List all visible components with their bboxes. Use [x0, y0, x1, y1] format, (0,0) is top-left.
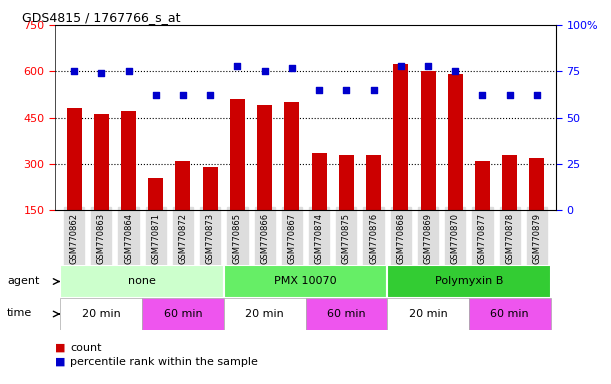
- Point: [178, 92, 188, 98]
- Bar: [67, 108, 81, 256]
- Bar: [224, 265, 387, 298]
- Text: agent: agent: [7, 276, 39, 286]
- Text: ■: ■: [55, 357, 65, 367]
- Bar: [148, 178, 163, 256]
- Bar: [60, 265, 224, 298]
- Text: 60 min: 60 min: [164, 309, 202, 319]
- Bar: [312, 153, 327, 256]
- Text: 20 min: 20 min: [409, 309, 447, 319]
- Point: [97, 70, 106, 76]
- Bar: [366, 154, 381, 256]
- Point: [505, 92, 514, 98]
- Text: 20 min: 20 min: [245, 309, 284, 319]
- Text: 60 min: 60 min: [327, 309, 365, 319]
- Point: [396, 63, 406, 69]
- Bar: [121, 111, 136, 256]
- Text: GDS4815 / 1767766_s_at: GDS4815 / 1767766_s_at: [23, 11, 181, 24]
- Bar: [339, 155, 354, 256]
- Text: Polymyxin B: Polymyxin B: [434, 276, 503, 286]
- Bar: [142, 298, 224, 330]
- Point: [314, 87, 324, 93]
- Bar: [387, 298, 469, 330]
- Bar: [175, 161, 191, 256]
- Text: time: time: [7, 308, 32, 318]
- Point: [368, 87, 378, 93]
- Bar: [475, 161, 490, 256]
- Text: PMX 10070: PMX 10070: [274, 276, 337, 286]
- Point: [205, 92, 215, 98]
- Bar: [60, 298, 142, 330]
- Point: [478, 92, 488, 98]
- Point: [260, 68, 269, 74]
- Point: [532, 92, 542, 98]
- Bar: [224, 298, 306, 330]
- Point: [287, 65, 297, 71]
- Bar: [502, 154, 517, 256]
- Bar: [230, 99, 245, 256]
- Point: [450, 68, 460, 74]
- Bar: [448, 74, 463, 256]
- Bar: [393, 63, 408, 256]
- Point: [342, 87, 351, 93]
- Text: count: count: [70, 343, 102, 353]
- Bar: [530, 157, 544, 256]
- Bar: [306, 298, 387, 330]
- Point: [423, 63, 433, 69]
- Bar: [257, 105, 272, 256]
- Text: 60 min: 60 min: [491, 309, 529, 319]
- Point: [233, 63, 243, 69]
- Point: [69, 68, 79, 74]
- Bar: [387, 265, 551, 298]
- Text: 20 min: 20 min: [82, 309, 120, 319]
- Bar: [284, 102, 299, 256]
- Bar: [420, 71, 436, 256]
- Point: [151, 92, 161, 98]
- Text: percentile rank within the sample: percentile rank within the sample: [70, 357, 258, 367]
- Text: none: none: [128, 276, 156, 286]
- Point: [123, 68, 133, 74]
- Bar: [203, 167, 218, 256]
- Bar: [469, 298, 551, 330]
- Text: ■: ■: [55, 343, 65, 353]
- Bar: [94, 114, 109, 256]
